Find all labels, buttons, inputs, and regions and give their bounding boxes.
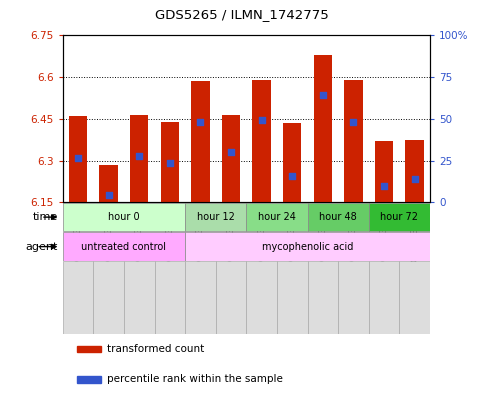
Bar xyxy=(375,141,393,202)
FancyBboxPatch shape xyxy=(308,261,338,334)
Bar xyxy=(99,165,118,202)
Text: agent: agent xyxy=(26,242,58,252)
Bar xyxy=(130,115,148,202)
FancyBboxPatch shape xyxy=(185,261,216,334)
Text: GDS5265 / ILMN_1742775: GDS5265 / ILMN_1742775 xyxy=(155,8,328,21)
Text: transformed count: transformed count xyxy=(107,344,204,354)
Text: hour 48: hour 48 xyxy=(319,212,357,222)
Bar xyxy=(344,80,363,202)
Bar xyxy=(253,80,271,202)
FancyBboxPatch shape xyxy=(277,261,308,334)
Bar xyxy=(405,140,424,202)
Bar xyxy=(77,346,101,352)
FancyBboxPatch shape xyxy=(216,261,246,334)
Text: hour 72: hour 72 xyxy=(380,212,418,222)
Text: mycophenolic acid: mycophenolic acid xyxy=(262,242,353,252)
Point xyxy=(380,182,388,189)
Text: untreated control: untreated control xyxy=(82,242,167,252)
Point xyxy=(166,160,174,167)
FancyBboxPatch shape xyxy=(124,261,155,334)
FancyBboxPatch shape xyxy=(63,261,93,334)
FancyBboxPatch shape xyxy=(185,232,430,261)
Point xyxy=(319,92,327,98)
Bar xyxy=(77,376,101,382)
Point xyxy=(74,155,82,161)
FancyBboxPatch shape xyxy=(246,203,308,231)
FancyBboxPatch shape xyxy=(338,261,369,334)
Text: time: time xyxy=(33,212,58,222)
Point xyxy=(227,149,235,155)
FancyBboxPatch shape xyxy=(93,261,124,334)
FancyBboxPatch shape xyxy=(399,261,430,334)
Text: hour 0: hour 0 xyxy=(108,212,140,222)
Bar xyxy=(313,55,332,202)
Bar xyxy=(283,123,301,202)
FancyBboxPatch shape xyxy=(246,261,277,334)
Point xyxy=(197,119,204,125)
Point xyxy=(288,173,296,179)
FancyBboxPatch shape xyxy=(369,261,399,334)
Bar xyxy=(191,81,210,202)
Bar xyxy=(222,115,240,202)
FancyBboxPatch shape xyxy=(63,232,185,261)
FancyBboxPatch shape xyxy=(369,203,430,231)
Text: hour 24: hour 24 xyxy=(258,212,296,222)
Bar xyxy=(161,122,179,202)
Point xyxy=(135,153,143,160)
FancyBboxPatch shape xyxy=(63,203,185,231)
Point xyxy=(258,117,266,123)
Point xyxy=(105,192,113,198)
Point xyxy=(411,176,418,182)
Text: hour 12: hour 12 xyxy=(197,212,235,222)
FancyBboxPatch shape xyxy=(155,261,185,334)
Text: percentile rank within the sample: percentile rank within the sample xyxy=(107,375,283,384)
Bar xyxy=(69,116,87,202)
FancyBboxPatch shape xyxy=(185,203,246,231)
FancyBboxPatch shape xyxy=(308,203,369,231)
Point xyxy=(350,119,357,125)
